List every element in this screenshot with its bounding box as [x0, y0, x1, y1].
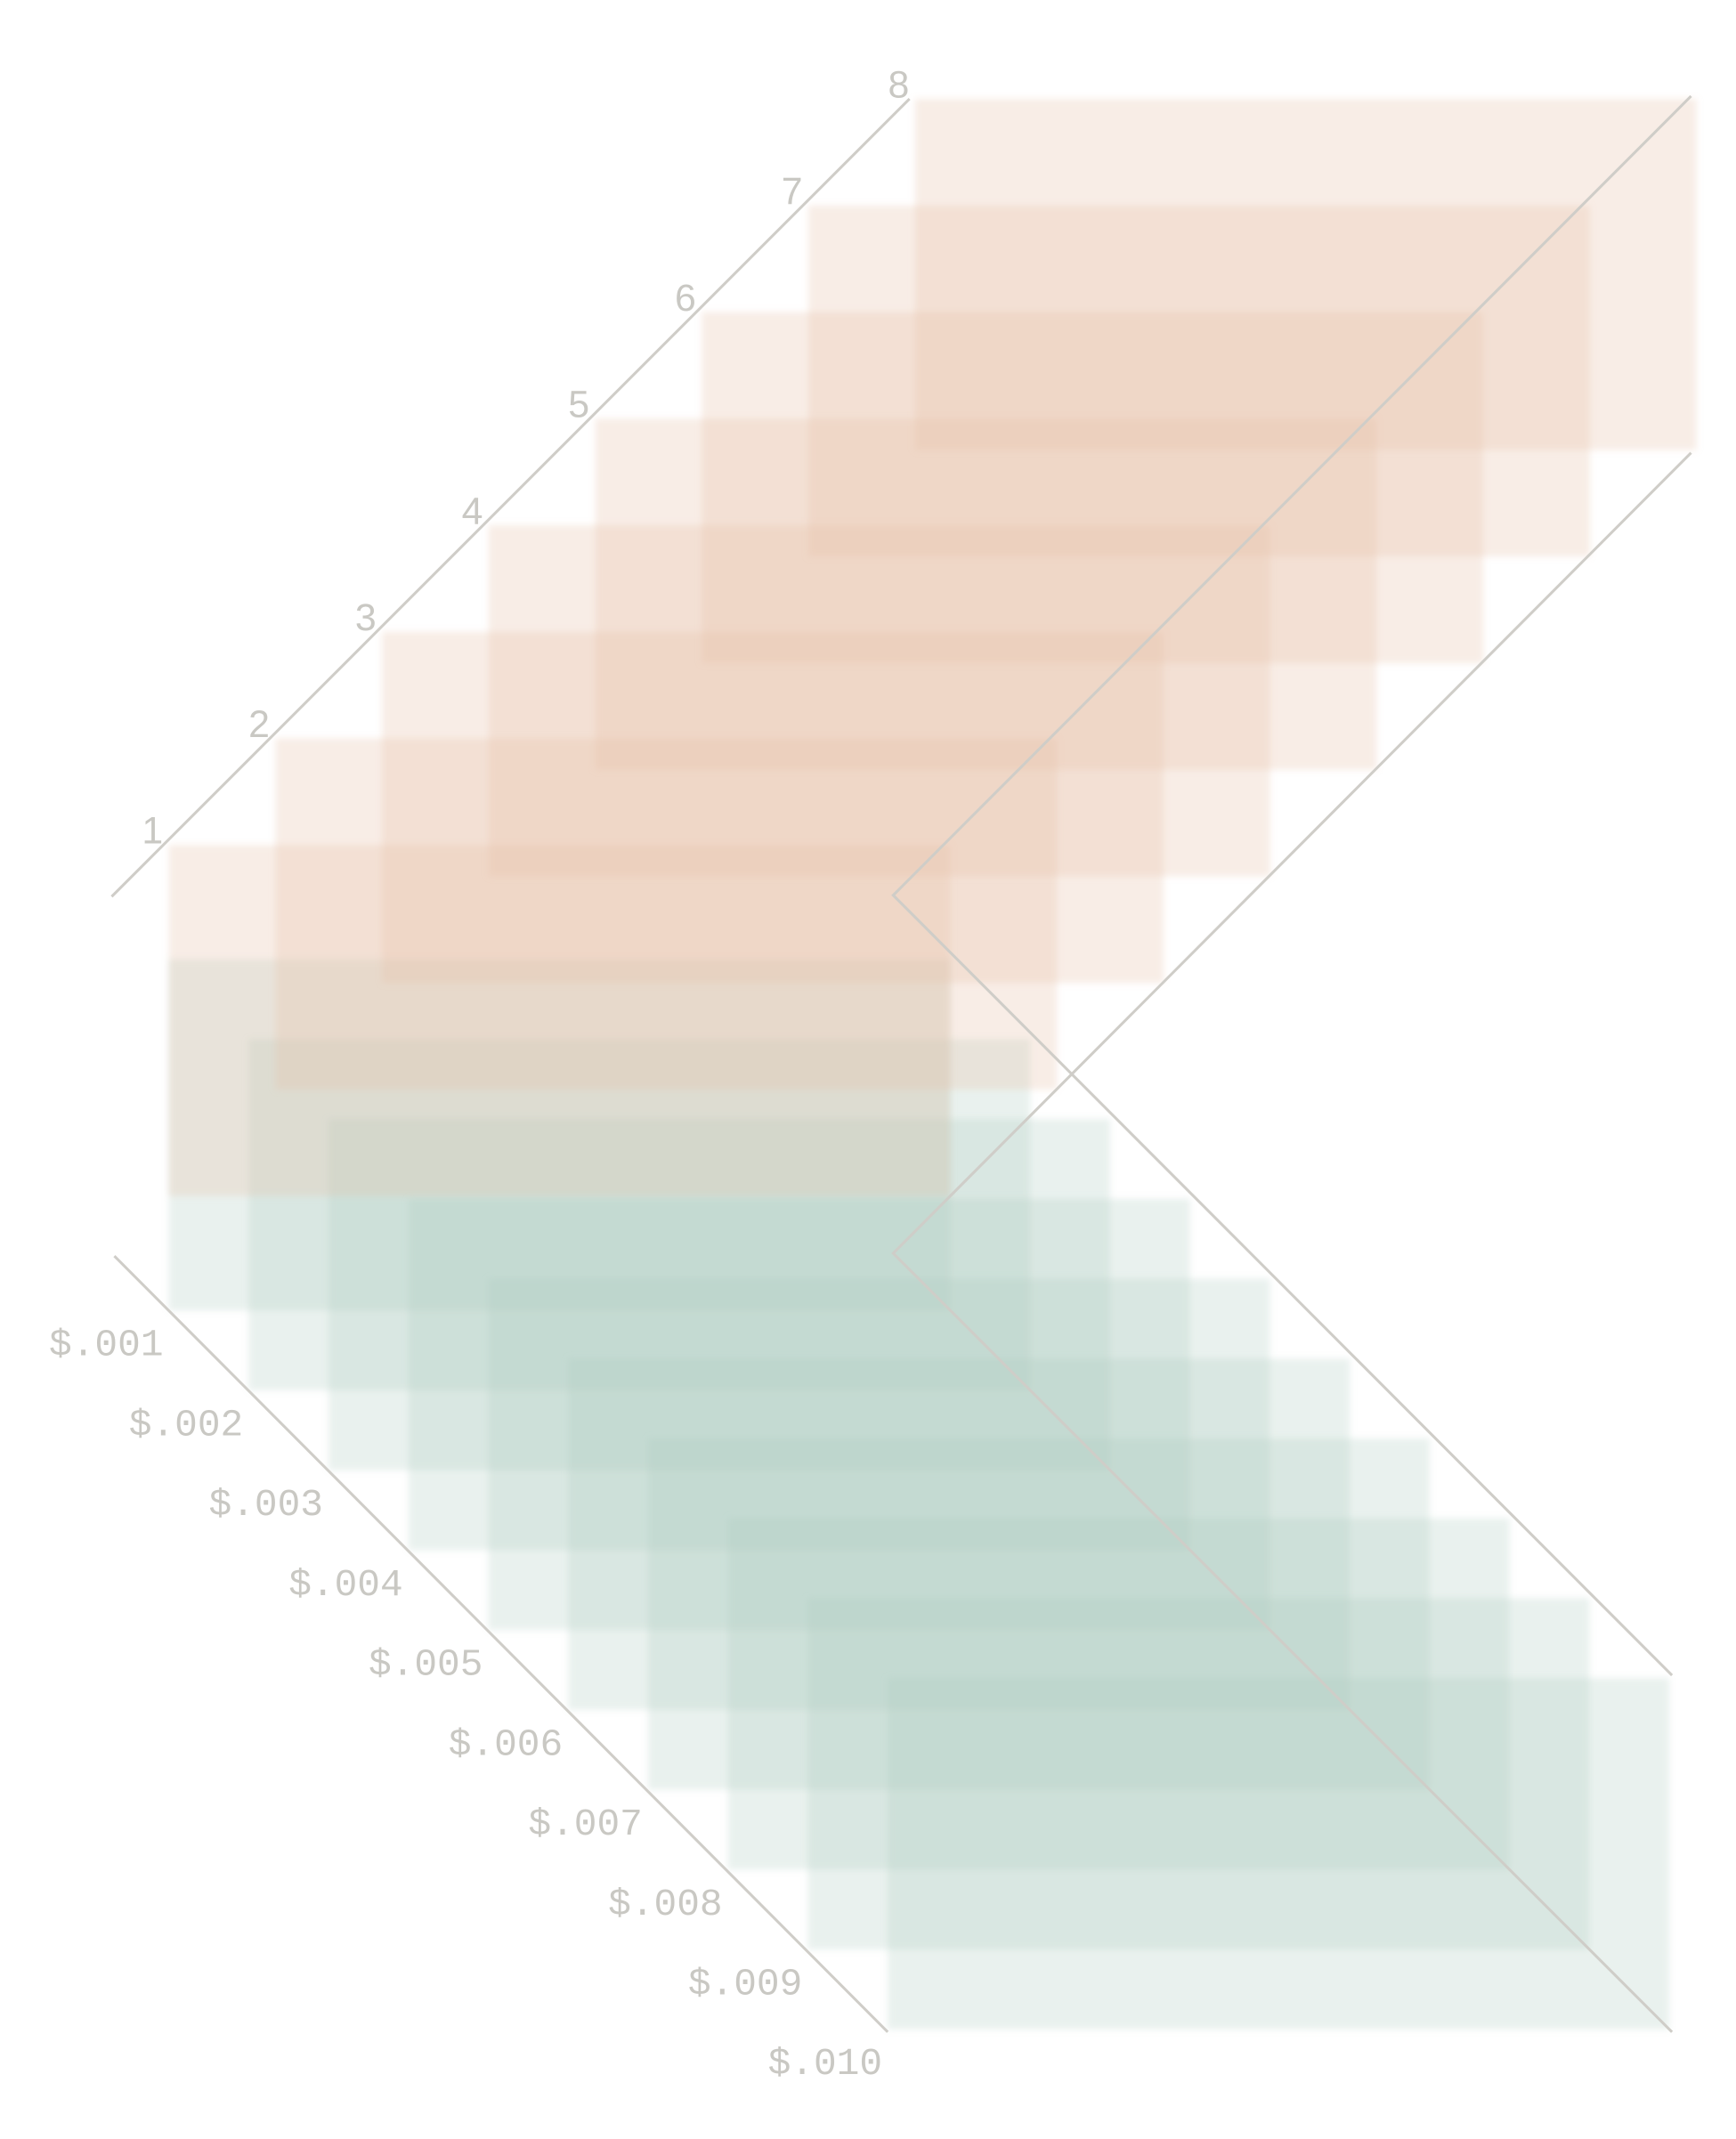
top-axis-label: 7: [782, 170, 803, 213]
zigzag-line: [891, 94, 1692, 1677]
bottom-axis-label: $.005: [369, 1643, 483, 1687]
top-axis-label: 4: [462, 490, 483, 532]
bottom-axis-label: $.002: [129, 1403, 243, 1446]
orange-layers: [168, 99, 1697, 1196]
bottom-axis-label: $.006: [449, 1722, 563, 1766]
zigzag-line: [891, 451, 1692, 2033]
bottom-axis-line: [113, 1254, 889, 2033]
labels: $.001 $.002 $.003 $.004 $.005 $.006 $.007 $.008…: [49, 64, 909, 2086]
top-axis-label: 3: [355, 596, 377, 639]
orange-layer: [914, 99, 1697, 450]
top-axis-label: 8: [888, 64, 910, 107]
bottom-axis-label: $.009: [688, 1962, 802, 2005]
top-axis-label: 1: [142, 810, 163, 853]
bottom-axis-label: $.003: [209, 1483, 323, 1527]
top-axis-label: 5: [568, 384, 589, 426]
top-axis-label: 6: [675, 277, 696, 320]
green-layer: [888, 1678, 1670, 2030]
top-axis-line: [110, 97, 911, 898]
bottom-axis-label: $.001: [49, 1324, 163, 1367]
bottom-axis-label: $.010: [768, 2042, 882, 2086]
top-axis-label: 2: [248, 703, 270, 746]
bottom-axis-label: $.004: [288, 1563, 402, 1607]
bottom-axis-label: $.008: [608, 1883, 722, 1926]
bottom-axis-label: $.007: [528, 1803, 642, 1846]
